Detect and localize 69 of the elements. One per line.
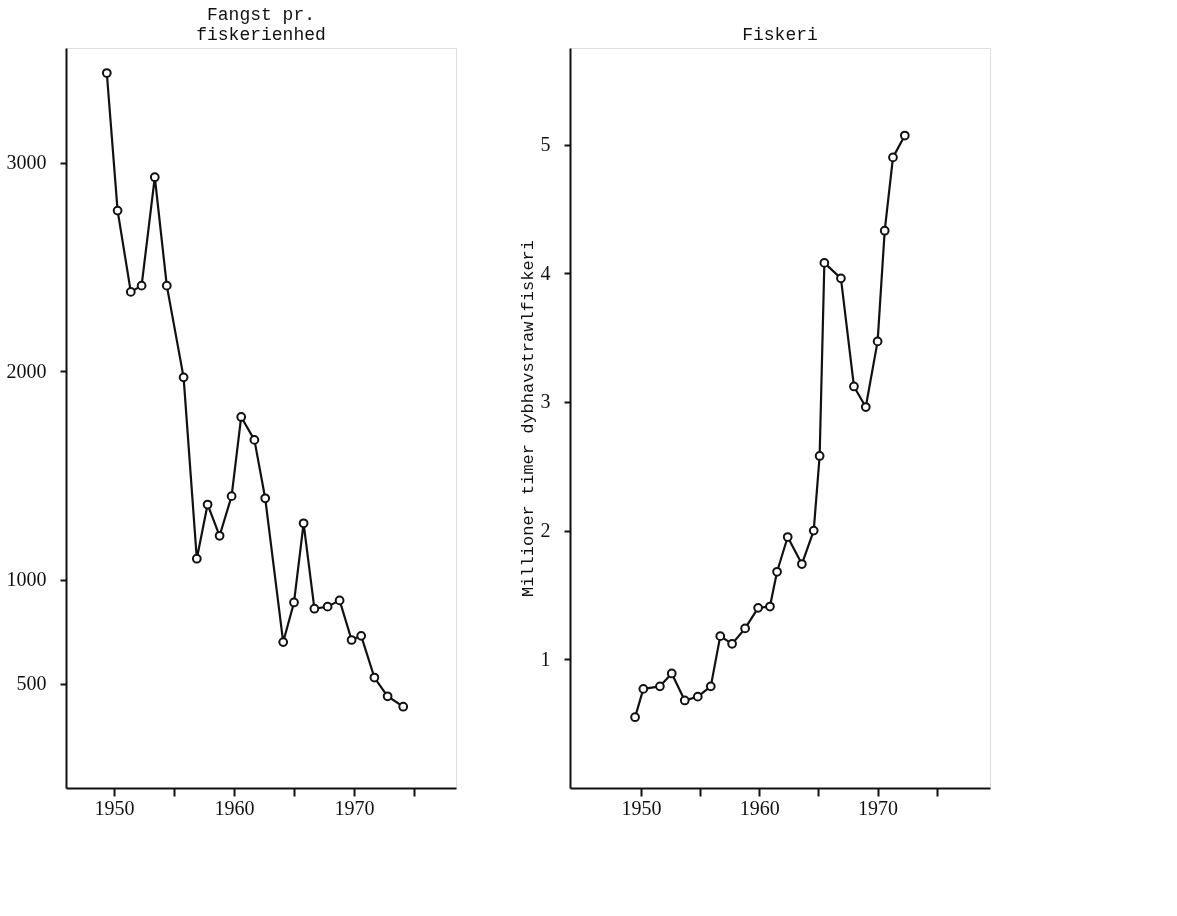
point [753, 602, 763, 613]
point [814, 451, 825, 461]
point [136, 280, 147, 291]
point [289, 597, 299, 608]
point [398, 701, 409, 712]
point [334, 595, 345, 606]
point [899, 130, 910, 141]
x-tick-label: 1960 [739, 796, 780, 819]
x-tick-label: 1950 [621, 796, 662, 819]
point [356, 630, 367, 641]
point [630, 712, 640, 723]
point [191, 553, 202, 564]
point [692, 691, 703, 702]
y-tick-label: 2000 [6, 359, 47, 382]
point [740, 623, 750, 634]
point [715, 631, 726, 641]
point [765, 601, 775, 612]
y-tick-label: 1 [540, 647, 551, 670]
point [860, 402, 871, 412]
point [260, 493, 271, 504]
point [819, 258, 830, 268]
x-tick-label: 1950 [94, 796, 135, 819]
x-tick-label: 1960 [214, 796, 255, 819]
point [879, 225, 890, 236]
point [278, 637, 289, 647]
point [836, 273, 846, 284]
point [298, 518, 309, 529]
point [149, 172, 160, 183]
y-tick-label: 1000 [6, 568, 47, 591]
point [655, 681, 665, 692]
point [249, 435, 260, 445]
point [112, 205, 123, 216]
text: Fangst pr. [206, 5, 316, 25]
y-tick-label: 3000 [6, 151, 47, 174]
point [346, 635, 357, 645]
point [797, 559, 807, 569]
point [101, 68, 112, 78]
point [679, 695, 690, 706]
point [782, 532, 793, 542]
point [125, 287, 136, 297]
point [772, 566, 782, 577]
y-tick-label: 500 [16, 672, 47, 695]
point [382, 691, 393, 702]
point [705, 681, 716, 692]
point [727, 639, 737, 649]
y-tick-label: 3 [540, 390, 551, 413]
point [309, 603, 320, 614]
y-axis-title: Millioner timer dybhavstrawlfiskeri [518, 239, 538, 598]
point [202, 499, 213, 510]
point [214, 530, 225, 541]
point [872, 336, 883, 347]
y-tick-label: 5 [540, 133, 551, 156]
point [808, 525, 819, 536]
x-tick-label: 1970 [334, 796, 375, 819]
point [369, 672, 380, 683]
text: fiskerienhed [196, 25, 326, 45]
x-tick-label: 1970 [858, 796, 899, 819]
chart-title: Fiskeri [742, 25, 818, 45]
point [226, 491, 237, 502]
point [638, 684, 649, 694]
point [161, 280, 172, 291]
point [322, 601, 333, 612]
point [849, 381, 859, 392]
point [666, 668, 677, 679]
point [888, 152, 898, 163]
y-tick-label: 4 [540, 261, 551, 284]
point [178, 372, 189, 383]
point [236, 412, 247, 422]
y-tick-label: 2 [540, 519, 551, 542]
